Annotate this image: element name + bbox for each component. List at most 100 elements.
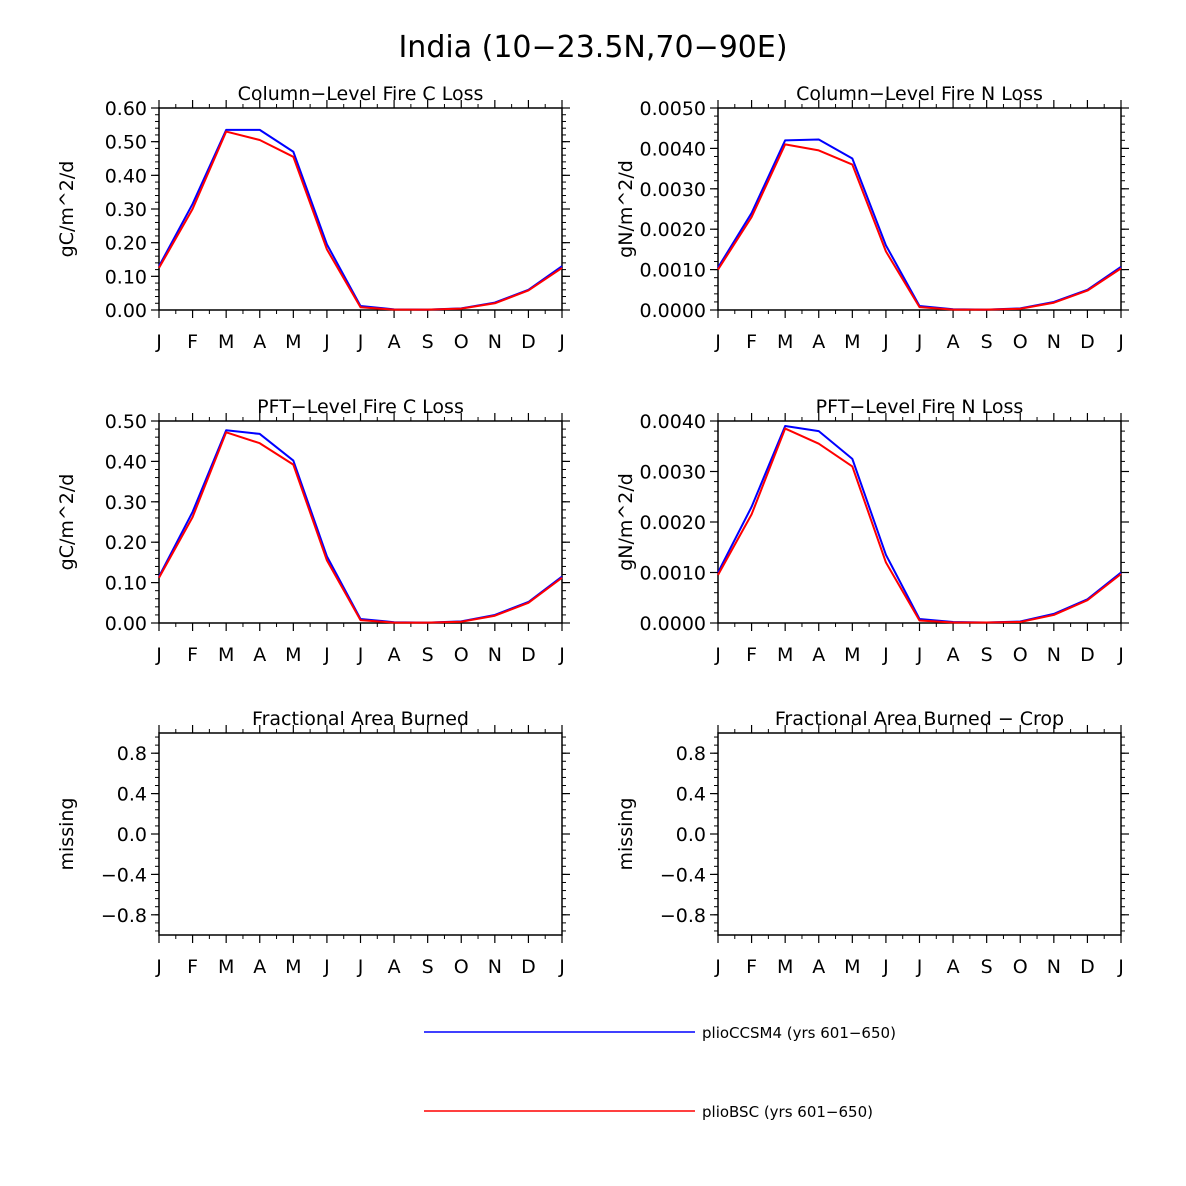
x-tick-label: N bbox=[488, 331, 502, 353]
x-tick-label: J bbox=[714, 644, 721, 666]
y-tick-label: 0.0 bbox=[676, 824, 706, 846]
x-tick-label: N bbox=[1047, 956, 1061, 978]
y-tick-label: 0.0020 bbox=[640, 219, 706, 241]
x-tick-label: J bbox=[1117, 331, 1124, 353]
x-tick-label: J bbox=[155, 956, 162, 978]
y-tick-label: 0.0020 bbox=[640, 512, 706, 534]
y-tick-label: 0.30 bbox=[105, 492, 147, 514]
x-tick-label: J bbox=[1117, 644, 1124, 666]
y-tick-label: 0.0050 bbox=[640, 98, 706, 120]
x-tick-label: O bbox=[1013, 956, 1028, 978]
y-tick-label: 0.50 bbox=[105, 132, 147, 154]
x-tick-label: A bbox=[253, 956, 266, 978]
y-tick-label: 0.60 bbox=[105, 98, 147, 120]
y-tick-label: 0.20 bbox=[105, 233, 147, 255]
x-tick-label: M bbox=[218, 644, 234, 666]
x-tick-label: J bbox=[714, 956, 721, 978]
y-tick-label: 0.0040 bbox=[640, 411, 706, 433]
x-tick-label: M bbox=[285, 644, 301, 666]
legend-entry-2: plioBSC (yrs 601−650) bbox=[424, 1103, 873, 1121]
y-tick-label: 0.0040 bbox=[640, 138, 706, 160]
y-axis-label: gN/m^2/d bbox=[615, 160, 637, 258]
x-tick-label: J bbox=[357, 644, 364, 666]
x-tick-label: S bbox=[422, 644, 434, 666]
y-axis-label: missing bbox=[56, 798, 78, 871]
x-tick-label: N bbox=[488, 956, 502, 978]
x-tick-label: A bbox=[388, 956, 401, 978]
legend-entry-1: plioCCSM4 (yrs 601−650) bbox=[424, 1024, 896, 1042]
x-tick-label: J bbox=[916, 956, 923, 978]
y-tick-label: 0.10 bbox=[105, 573, 147, 595]
series-line-pliobsc bbox=[717, 143, 1122, 311]
plot-frame bbox=[717, 107, 1122, 311]
x-tick-label: S bbox=[981, 956, 993, 978]
x-tick-label: J bbox=[714, 331, 721, 353]
x-tick-label: J bbox=[323, 331, 330, 353]
y-tick-label: −0.8 bbox=[660, 905, 706, 927]
x-tick-label: J bbox=[155, 331, 162, 353]
x-tick-label: J bbox=[558, 331, 565, 353]
y-tick-label: 0.0010 bbox=[640, 563, 706, 585]
x-tick-label: M bbox=[777, 331, 793, 353]
y-axis-label: gN/m^2/d bbox=[615, 473, 637, 571]
x-tick-label: O bbox=[454, 956, 469, 978]
x-tick-label: A bbox=[947, 331, 960, 353]
series-line-pliocCSM4 bbox=[717, 425, 1122, 624]
x-tick-label: J bbox=[323, 644, 330, 666]
y-tick-label: 0.4 bbox=[676, 784, 706, 806]
figure-title: India (10−23.5N,70−90E) bbox=[398, 30, 787, 65]
x-tick-label: J bbox=[882, 956, 889, 978]
y-tick-label: −0.4 bbox=[660, 864, 706, 886]
x-tick-label: F bbox=[746, 644, 757, 666]
x-tick-label: O bbox=[454, 331, 469, 353]
y-axis-label: gC/m^2/d bbox=[56, 161, 78, 258]
x-tick-label: F bbox=[746, 956, 757, 978]
panel-title: Column−Level Fire N Loss bbox=[796, 83, 1043, 105]
x-tick-label: M bbox=[777, 644, 793, 666]
x-tick-label: J bbox=[323, 956, 330, 978]
x-tick-label: M bbox=[285, 331, 301, 353]
x-tick-label: N bbox=[488, 644, 502, 666]
x-tick-label: J bbox=[916, 331, 923, 353]
x-tick-label: F bbox=[187, 956, 198, 978]
legend-label: plioBSC (yrs 601−650) bbox=[702, 1103, 873, 1121]
x-tick-label: A bbox=[253, 331, 266, 353]
panel-title: Fractional Area Burned − Crop bbox=[775, 708, 1064, 730]
series-line-pliocCSM4 bbox=[717, 138, 1122, 311]
y-tick-label: 0.40 bbox=[105, 165, 147, 187]
x-tick-label: M bbox=[218, 956, 234, 978]
series-line-pliobsc bbox=[717, 427, 1122, 624]
plot-frame bbox=[158, 732, 563, 936]
x-tick-label: A bbox=[812, 331, 825, 353]
x-tick-label: S bbox=[981, 644, 993, 666]
plot-frame bbox=[717, 420, 1122, 624]
x-tick-label: J bbox=[155, 644, 162, 666]
y-tick-label: 0.20 bbox=[105, 532, 147, 554]
x-tick-label: M bbox=[285, 956, 301, 978]
y-tick-label: 0.10 bbox=[105, 266, 147, 288]
x-tick-label: S bbox=[422, 956, 434, 978]
x-tick-label: O bbox=[1013, 331, 1028, 353]
series-line-pliocCSM4 bbox=[158, 128, 563, 311]
x-tick-label: J bbox=[882, 644, 889, 666]
panel-title: PFT−Level Fire C Loss bbox=[257, 396, 464, 418]
legend-label: plioCCSM4 (yrs 601−650) bbox=[702, 1024, 896, 1042]
x-tick-label: A bbox=[812, 956, 825, 978]
x-tick-label: F bbox=[746, 331, 757, 353]
y-tick-label: 0.50 bbox=[105, 411, 147, 433]
x-tick-label: A bbox=[947, 644, 960, 666]
x-tick-label: M bbox=[844, 331, 860, 353]
x-tick-label: M bbox=[844, 644, 860, 666]
panel-title: Fractional Area Burned bbox=[252, 708, 469, 730]
x-tick-label: O bbox=[454, 644, 469, 666]
x-tick-label: D bbox=[521, 331, 536, 353]
y-axis-label: missing bbox=[615, 798, 637, 871]
series-line-pliocCSM4 bbox=[158, 429, 563, 624]
x-tick-label: J bbox=[357, 956, 364, 978]
